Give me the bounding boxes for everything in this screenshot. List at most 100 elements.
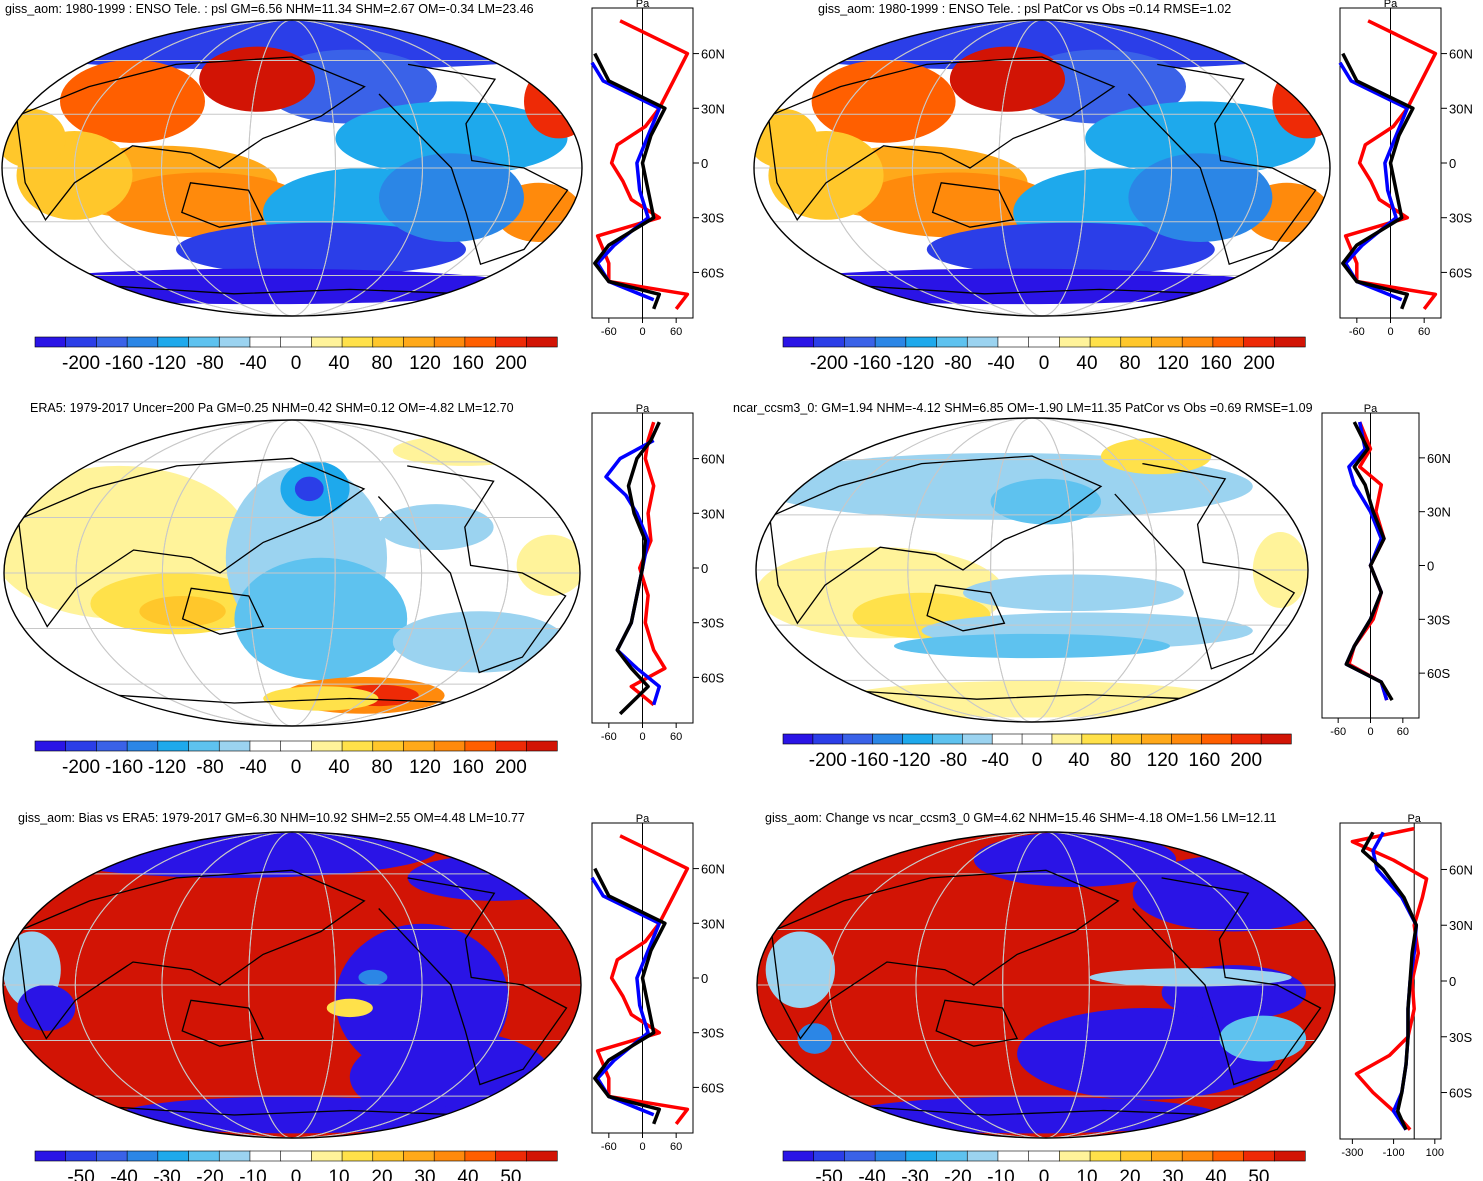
profile-lat-label: 60N — [701, 47, 725, 62]
colorbar-swatch — [966, 1150, 999, 1162]
colorbar-swatch — [1089, 336, 1122, 348]
colorbar-tick-label: -40 — [987, 353, 1014, 374]
colorbar-swatch — [782, 1150, 815, 1162]
colorbar-swatch — [34, 740, 67, 752]
profile-lat-label: 60N — [1449, 862, 1473, 877]
profile-lat-label: 30N — [701, 916, 725, 931]
profile-series-ref — [1360, 831, 1419, 1131]
profile-lat-label: 0 — [701, 971, 708, 986]
colorbar-swatch — [844, 1150, 876, 1162]
profile-frame — [1339, 822, 1442, 1140]
colorbar-swatch — [842, 733, 874, 745]
colorbar-swatch — [433, 1150, 466, 1162]
colorbar-tick-label: 0 — [1032, 750, 1043, 771]
colorbar-swatch — [126, 336, 159, 348]
profile-unit: Pa — [636, 0, 650, 10]
colorbar-swatch — [157, 1150, 190, 1162]
colorbar-swatch — [249, 1150, 282, 1162]
colorbar-tick-label: -50 — [815, 1167, 842, 1181]
colorbar-swatch — [280, 1150, 312, 1162]
profile-x-tick-label: 0 — [1387, 326, 1393, 338]
colorbar-swatch — [932, 733, 963, 745]
profile-lat-label: 30N — [1449, 101, 1473, 116]
colorbar-swatch — [1111, 733, 1143, 745]
colorbar-swatch — [433, 740, 466, 752]
panel-1-title: giss_aom: 1980-1999 : ENSO Tele. : psl P… — [818, 2, 1231, 16]
colorbar-tick-label: 120 — [409, 353, 441, 374]
colorbar-tick-label: -160 — [853, 353, 891, 374]
colorbar-swatch — [872, 733, 904, 745]
profile-x-tick-label: 100 — [1426, 1147, 1444, 1159]
panel-5: giss_aom: Change vs ncar_ccsm3_0 GM=4.62… — [756, 811, 1473, 1181]
colorbar-swatch — [1028, 1150, 1060, 1162]
profile-lat-label: 60S — [701, 265, 724, 280]
colorbar-swatch — [311, 740, 343, 752]
panel-5-title: giss_aom: Change vs ncar_ccsm3_0 GM=4.62… — [765, 811, 1277, 825]
colorbar-swatch — [341, 740, 374, 752]
colorbar-swatch — [874, 1150, 907, 1162]
colorbar-swatch — [1181, 336, 1214, 348]
colorbar-swatch — [1051, 733, 1083, 745]
colorbar-tick-label: -40 — [110, 1167, 137, 1181]
profile-x-tick-label: 0 — [1367, 726, 1373, 738]
colorbar-swatch — [1151, 336, 1183, 348]
colorbar-swatch — [96, 336, 128, 348]
colorbar-swatch — [1181, 1150, 1214, 1162]
colorbar-swatch — [782, 336, 815, 348]
colorbar-swatch — [1171, 733, 1202, 745]
colorbar-swatch — [34, 336, 67, 348]
profile-series-ref — [615, 421, 661, 716]
colorbar-swatch — [403, 740, 435, 752]
profile-lat-label: 30S — [701, 1026, 724, 1041]
colorbar-swatch — [1141, 733, 1173, 745]
panel-0-map — [1, 19, 583, 317]
colorbar-tick-label: -50 — [67, 1167, 94, 1181]
colorbar-swatch — [1273, 336, 1306, 348]
profile-unit: Pa — [1407, 813, 1421, 825]
colorbar-swatch — [341, 1150, 374, 1162]
profile-series-ref — [1341, 52, 1415, 310]
panel-4-map — [2, 831, 582, 1139]
panel-3: ncar_ccsm3_0: GM=1.94 NHM=-4.12 SHM=6.85… — [733, 401, 1451, 771]
panel-5-map — [756, 831, 1336, 1139]
panel-1-map — [753, 19, 1331, 317]
colorbar-swatch — [844, 336, 876, 348]
panel-0-profile: Pa 60N 30N 0 30S 60S -60 0 60 — [590, 0, 725, 338]
profile-lat-label: 30S — [701, 211, 724, 226]
profile-x-tick-label: -100 — [1383, 1147, 1405, 1159]
colorbar-swatch — [495, 1150, 527, 1162]
colorbar-swatch — [96, 740, 128, 752]
colorbar-tick-label: 40 — [457, 1167, 478, 1181]
panel-5-profile: Pa 60N 30N 0 30S 60S -300 -100 100 — [1339, 813, 1473, 1159]
colorbar-swatch — [525, 336, 558, 348]
profile-series-model — [1350, 826, 1429, 1131]
profile-lat-label: 0 — [1449, 156, 1456, 171]
colorbar-swatch — [782, 733, 814, 745]
colorbar-tick-label: 120 — [1157, 353, 1189, 374]
profile-lat-label: 0 — [1449, 974, 1456, 989]
profile-lat-label: 30S — [1449, 1030, 1472, 1045]
profile-series-ref — [593, 52, 667, 310]
profile-x-tick-label: 60 — [1418, 326, 1430, 338]
profile-lat-label: 30N — [1427, 505, 1451, 520]
profile-lat-label: 30S — [1449, 211, 1472, 226]
panel-3-colorbar: -200 -160 -120 -80 -40 0 40 80 120 160 200 — [782, 733, 1292, 771]
colorbar-tick-label: -160 — [105, 757, 143, 778]
colorbar-swatch — [1151, 1150, 1183, 1162]
profile-x-tick-label: 0 — [639, 326, 645, 338]
colorbar-swatch — [1243, 336, 1275, 348]
colorbar-swatch — [525, 1150, 558, 1162]
profile-lat-label: 0 — [701, 561, 708, 576]
profile-series-ref — [593, 867, 667, 1125]
colorbar-tick-label: -120 — [892, 750, 930, 771]
colorbar-tick-label: 10 — [328, 1167, 349, 1181]
colorbar-tick-label: 20 — [371, 1167, 392, 1181]
colorbar-swatch — [403, 1150, 435, 1162]
colorbar-tick-label: 120 — [1147, 750, 1179, 771]
profile-x-tick-label: 60 — [670, 326, 682, 338]
profile-lat-label: 60S — [701, 1080, 724, 1095]
profile-x-tick-label: -60 — [1349, 326, 1365, 338]
colorbar-tick-label: -40 — [981, 750, 1008, 771]
colorbar-swatch — [280, 336, 312, 348]
colorbar-tick-label: 40 — [328, 353, 349, 374]
